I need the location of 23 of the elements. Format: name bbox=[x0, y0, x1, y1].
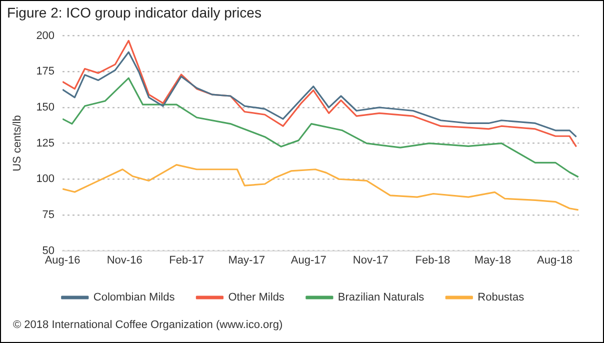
y-tick-label: 200 bbox=[36, 30, 55, 42]
y-tick-label: 150 bbox=[36, 102, 55, 114]
x-tick-label: May-18 bbox=[474, 254, 512, 266]
legend-label: Brazilian Naturals bbox=[338, 292, 425, 304]
x-tick-label: Aug-18 bbox=[536, 254, 572, 266]
x-tick-label: May-17 bbox=[228, 254, 265, 266]
text: © 2018 International Coffee Organization (www.ico.org) bbox=[13, 319, 283, 331]
x-tick-label: Aug-17 bbox=[290, 254, 326, 266]
x-tick-label: Feb-17 bbox=[169, 254, 204, 266]
y-axis-title: US cents/lb bbox=[12, 115, 24, 172]
y-tick-label: 75 bbox=[42, 209, 55, 221]
x-tick-label: Feb-18 bbox=[415, 254, 450, 266]
legend-label: Robustas bbox=[478, 292, 525, 304]
x-tick-label: Aug-16 bbox=[44, 254, 80, 266]
y-tick-label: 125 bbox=[36, 137, 55, 150]
legend-label: Other Milds bbox=[228, 292, 285, 304]
y-tick-label: 175 bbox=[36, 66, 55, 78]
y-tick-label: 100 bbox=[36, 173, 55, 186]
x-tick-label: Nov-17 bbox=[352, 254, 388, 266]
chart-title: Figure 2: ICO group indicator daily prices bbox=[7, 4, 262, 20]
x-tick-label: Nov-16 bbox=[106, 254, 142, 266]
legend-label: Colombian Milds bbox=[93, 292, 176, 304]
y-tick-label: 50 bbox=[42, 244, 55, 257]
